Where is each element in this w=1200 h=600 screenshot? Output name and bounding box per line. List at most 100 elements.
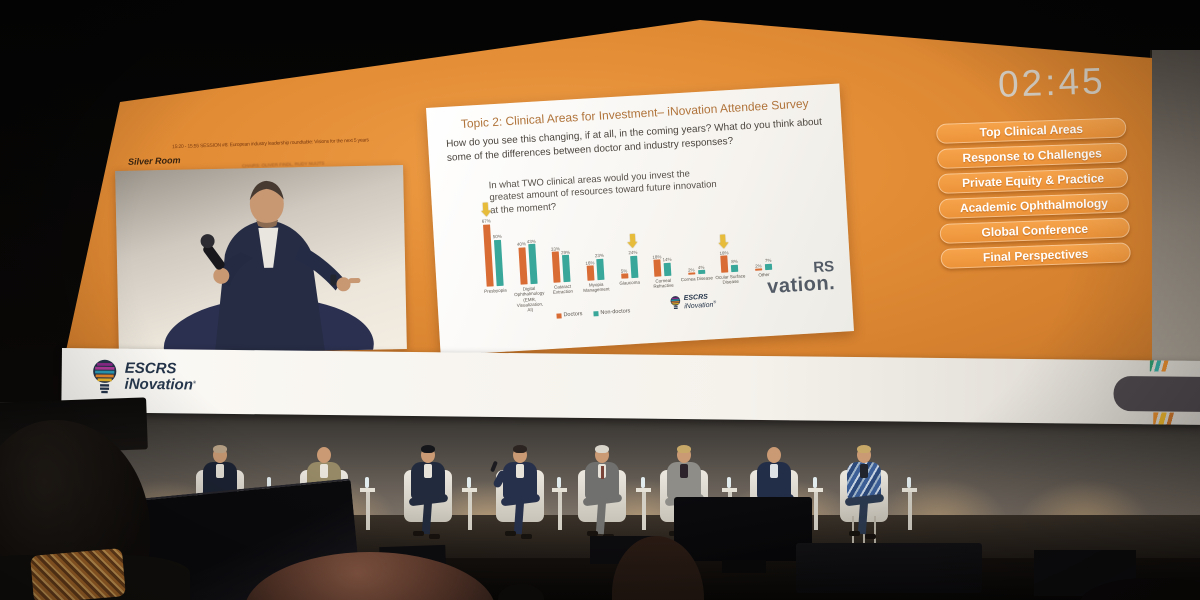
panelist-hair (677, 445, 691, 453)
side-table-top (808, 488, 823, 492)
highlight-arrow-icon (717, 234, 729, 249)
chart-group: 2% 4% (676, 203, 713, 275)
monitor-stand (722, 560, 766, 573)
bar-value-label: 24% (628, 249, 638, 256)
bar-non-doctors (527, 243, 538, 285)
panelist-shoe (587, 531, 598, 536)
bottom-banner-strip: ESCRS iNovation® (61, 348, 1200, 426)
bar-non-doctors (562, 254, 571, 283)
water-bottle (365, 477, 369, 488)
arrow-head (627, 241, 638, 249)
bar-non-doctors (731, 264, 739, 273)
side-table-top (360, 488, 375, 492)
speaker-box (796, 543, 982, 593)
panelist-shirt (320, 464, 328, 478)
legend-swatch (556, 312, 562, 319)
panelist-hair (513, 445, 527, 453)
panelist-shoe (521, 534, 532, 539)
agenda-button-list: Top Clinical Areas Response to Challenges… (936, 117, 1131, 269)
chart-bar-column: 24% (626, 234, 639, 279)
side-table-leg (908, 492, 912, 530)
chart-group: 40% 43% (508, 213, 545, 285)
banner-dark-pill-graphic (1113, 375, 1200, 413)
side-table-leg (642, 492, 646, 530)
agenda-pill: Response to Challenges (936, 142, 1128, 169)
chart-bar-column: 8% (730, 258, 740, 273)
panelist-head (767, 447, 781, 463)
legend-item: Doctors (556, 311, 583, 319)
side-table-top (722, 488, 737, 492)
speaker-illustration (163, 180, 374, 355)
bar-doctors (687, 272, 696, 275)
bar-value-label: 50% (492, 233, 502, 240)
chart-group: 18% 8% (710, 201, 747, 273)
audience-head (1080, 578, 1200, 600)
category-label: Cataract Extraction (552, 283, 574, 296)
stage-monitor-center (674, 497, 812, 561)
logo-product-text: iNovation® (684, 299, 717, 311)
legend-item: Non-doctors (593, 308, 631, 316)
chart-bar-column: 4% (697, 264, 707, 275)
watermark-line2: vation. (766, 271, 836, 298)
chart-group: 16% 23% (575, 209, 612, 281)
escrs-inovation-watermark: RS vation. (766, 258, 836, 298)
side-table-top (636, 488, 651, 492)
bar-value-label: 67% (481, 218, 491, 225)
legend-label: Doctors (563, 311, 583, 319)
banner-stripes-top (1149, 360, 1200, 372)
bar-doctors (720, 255, 729, 273)
chart-bar-column: 16% (585, 260, 595, 281)
water-bottle (641, 477, 645, 488)
panelist-shoe (849, 531, 860, 536)
chart-bar-column: 18% (718, 234, 729, 273)
panelist-shirt (216, 464, 224, 478)
chart-group: 33% 29% (542, 211, 579, 283)
panelist-shirt (516, 464, 524, 478)
chart-bar-column: 29% (561, 249, 572, 283)
bar-value-label: 7% (764, 257, 772, 264)
chart-bar-column: 23% (594, 252, 606, 281)
highlight-arrow-icon (626, 234, 638, 249)
bar-doctors (755, 268, 763, 271)
bar-doctors (518, 247, 528, 285)
registered-mark: ® (192, 379, 196, 385)
chart-bar-column: 50% (492, 233, 505, 287)
panelist-hair (421, 445, 435, 453)
speaker-video-feed (115, 165, 407, 355)
bar-value-label: 23% (594, 252, 605, 259)
stool-leg (852, 516, 854, 558)
escrs-inovation-banner-logo: ESCRS iNovation® (91, 358, 196, 395)
side-table-top (462, 488, 477, 492)
bar-value-label: 8% (731, 258, 738, 265)
banner-product-text: iNovation® (124, 375, 196, 394)
category-label: Presbyopia (484, 287, 507, 294)
bar-non-doctors (697, 270, 706, 275)
panelist-shoe (413, 531, 424, 536)
arrow-head (480, 210, 492, 218)
panelist-shirt (860, 464, 868, 478)
side-table-leg (366, 492, 370, 530)
arrow-head (718, 242, 729, 249)
water-bottle (557, 477, 561, 488)
highlight-arrow-icon (480, 202, 492, 218)
chart-group: 2% 7% (743, 199, 780, 271)
water-bottle (813, 477, 817, 488)
stool-leg (863, 516, 865, 558)
panelist-tie (601, 466, 604, 479)
panelist-shoe (505, 531, 516, 536)
chart-group: 5% 24% (609, 207, 646, 279)
bar-non-doctors (493, 239, 504, 287)
panelist-shoe (865, 534, 876, 539)
chart-bar-column: 5% (619, 268, 629, 279)
category-label: Glaucoma (619, 279, 641, 286)
category-label: Ocular Surface Disease (715, 273, 746, 286)
side-table-top (552, 488, 567, 492)
logo-product-name: iNovation (684, 301, 714, 311)
bar-non-doctors (596, 258, 605, 281)
category-label: Myopia Management (583, 281, 610, 294)
chart-bar-column: 18% (652, 254, 662, 277)
lightbulb-icon (670, 296, 681, 310)
banner-product-name: iNovation (124, 375, 194, 394)
lightbulb-icon (93, 359, 117, 394)
